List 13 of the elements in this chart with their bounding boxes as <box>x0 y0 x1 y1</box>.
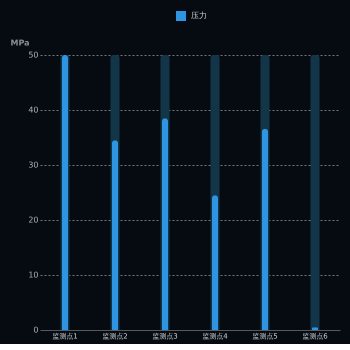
y-tick-label: 50 <box>28 50 38 60</box>
y-tick-label: 0 <box>33 326 38 334</box>
y-axis-title: MPa <box>10 38 30 48</box>
y-tick-label: 40 <box>28 106 38 114</box>
bar <box>112 140 118 330</box>
bar <box>262 128 268 330</box>
y-tick-label: 10 <box>28 270 38 280</box>
y-tick-label: 20 <box>28 216 38 224</box>
legend-label: 压力 <box>191 11 207 20</box>
bar <box>310 55 320 330</box>
bar <box>212 195 218 330</box>
y-tick-label: 30 <box>28 160 38 170</box>
bar <box>162 118 168 330</box>
